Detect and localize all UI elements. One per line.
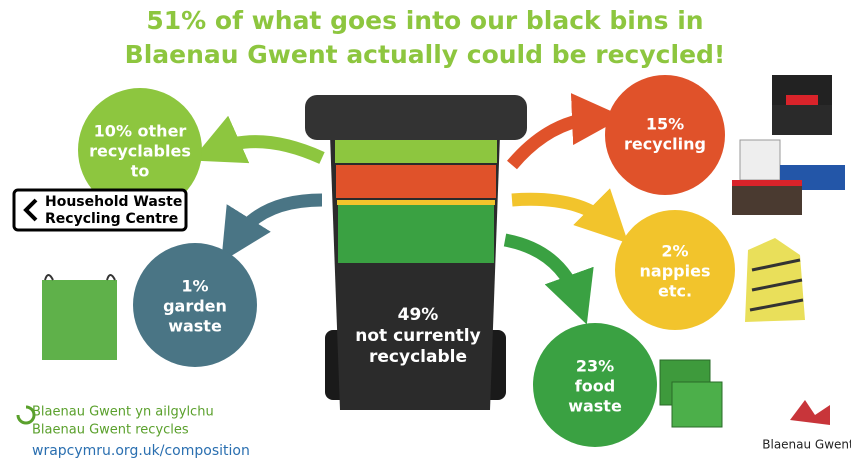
circle: [533, 323, 657, 447]
wheelie-bin: [305, 95, 527, 410]
sign-text: Household Waste: [45, 194, 182, 210]
footer-text: Blaenau Gwent recycles: [32, 423, 189, 438]
nappy-bag: [745, 238, 805, 322]
circle-label: 2%: [661, 242, 688, 261]
circle: [605, 75, 725, 195]
bin-label: recyclable: [369, 347, 467, 367]
sign-chevron: [23, 198, 38, 222]
circle: [78, 88, 202, 212]
title-line: 51% of what goes into our black bins in: [146, 6, 703, 35]
circle-label: to: [131, 162, 150, 181]
footer-link: wrapcymru.org.uk/composition: [32, 443, 250, 459]
recycle-icon: [16, 405, 36, 425]
garden-bag: [42, 274, 117, 360]
recycling-boxes: [732, 75, 845, 215]
circle-label: 10% other: [94, 122, 187, 141]
footer-text: Blaenau Gwent yn ailgylchu: [32, 405, 214, 420]
bin-label: not currently: [355, 326, 480, 346]
sign-text: Recycling Centre: [45, 211, 178, 227]
circle-label: etc.: [658, 282, 692, 301]
circle-label: recycling: [624, 135, 706, 154]
title-line: Blaenau Gwent actually could be recycled…: [125, 40, 726, 69]
circle: [133, 243, 257, 367]
circle-label: recyclables: [89, 142, 191, 161]
logo-mark: [790, 400, 830, 425]
circle-label: waste: [168, 317, 222, 336]
circle-label: 15%: [646, 115, 684, 134]
circle-label: 23%: [576, 357, 614, 376]
circle-label: garden: [163, 297, 227, 316]
sign: [12, 188, 188, 232]
circle-label: nappies: [640, 262, 711, 281]
arrows: [191, 93, 629, 325]
circle-label: food: [575, 377, 615, 396]
circle: [615, 210, 735, 330]
circle-label: 1%: [181, 277, 208, 296]
logo-text: Blaenau Gwent: [762, 438, 851, 452]
food-caddies: [659, 359, 723, 428]
bin-label: 49%: [398, 305, 439, 325]
circle-label: waste: [568, 397, 622, 416]
